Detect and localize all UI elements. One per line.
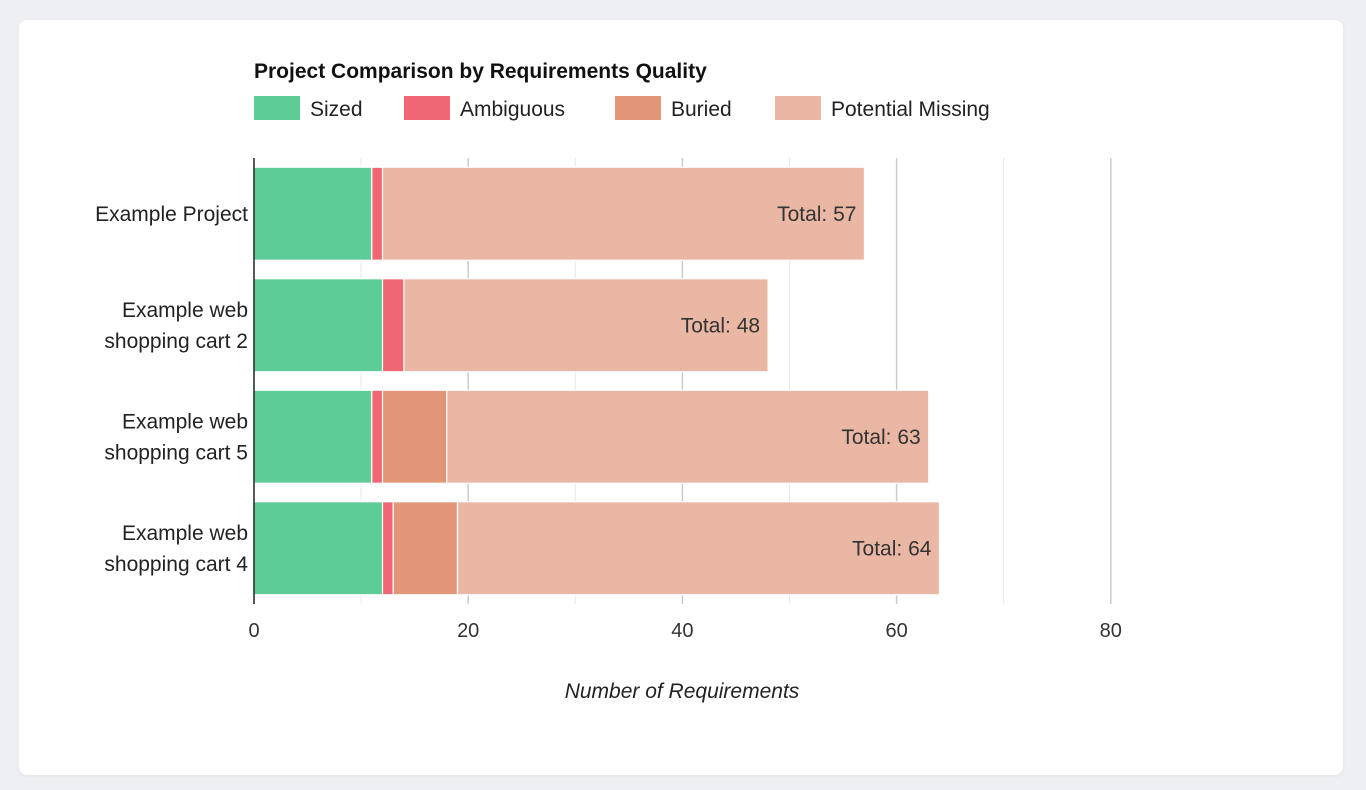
x-tick-label: 40 (671, 620, 693, 642)
chart-title: Project Comparison by Requirements Quali… (254, 60, 707, 83)
bar-buried[interactable] (392, 501, 459, 596)
legend-item-buried[interactable]: Buried (615, 96, 732, 121)
category-label: Example web shopping cart 4 (104, 522, 248, 576)
x-axis-title: Number of Requirements (565, 680, 800, 703)
bar-ambiguous[interactable] (371, 389, 384, 484)
legend-swatch (404, 96, 450, 120)
bar-sized[interactable] (253, 389, 373, 484)
stacked-bar-chart: Project Comparison by Requirements Quali… (95, 60, 1122, 703)
legend-swatch (254, 96, 300, 120)
bar-potential-missing[interactable] (456, 501, 941, 596)
x-tick-label: 0 (248, 620, 259, 642)
legend-label: Ambiguous (460, 98, 565, 121)
legend-swatch (775, 96, 821, 120)
legend-label: Buried (671, 98, 732, 121)
legend: Sized Ambiguous Buried Potential Missing (254, 96, 990, 121)
bar-ambiguous[interactable] (381, 278, 405, 373)
legend-swatch (615, 96, 661, 120)
x-tick-label: 20 (457, 620, 479, 642)
bar-sized[interactable] (253, 166, 373, 261)
legend-item-potential-missing[interactable]: Potential Missing (775, 96, 990, 121)
x-tick-label: 80 (1100, 620, 1122, 642)
bar-potential-missing[interactable] (446, 389, 930, 484)
bar-potential-missing[interactable] (403, 278, 769, 373)
category-label: Example Project (95, 203, 248, 226)
category-labels: Example Project Example web shopping cart … (95, 203, 248, 576)
total-label: Total: 57 (777, 203, 856, 226)
chart-card: Project Comparison by Requirements Quali… (19, 20, 1343, 775)
total-label: Total: 64 (852, 537, 932, 560)
legend-item-ambiguous[interactable]: Ambiguous (404, 96, 565, 121)
x-tick-labels: 0 20 40 60 80 (248, 620, 1121, 642)
category-label: Example web shopping cart 2 (104, 299, 248, 353)
category-label: Example web shopping cart 5 (104, 410, 248, 464)
bar-buried[interactable] (381, 389, 448, 484)
bar-sized[interactable] (253, 501, 384, 596)
total-label: Total: 48 (681, 314, 760, 337)
legend-label: Potential Missing (831, 98, 990, 121)
bars (253, 166, 941, 596)
bar-potential-missing[interactable] (381, 166, 866, 261)
total-labels: Total: 57 Total: 48 Total: 63 Total: 64 (681, 203, 932, 561)
bar-sized[interactable] (253, 278, 384, 373)
total-label: Total: 63 (841, 426, 920, 449)
bar-ambiguous[interactable] (371, 166, 384, 261)
x-tick-label: 60 (885, 620, 907, 642)
legend-label: Sized (310, 98, 363, 121)
legend-item-sized[interactable]: Sized (254, 96, 363, 121)
bar-ambiguous[interactable] (381, 501, 394, 596)
